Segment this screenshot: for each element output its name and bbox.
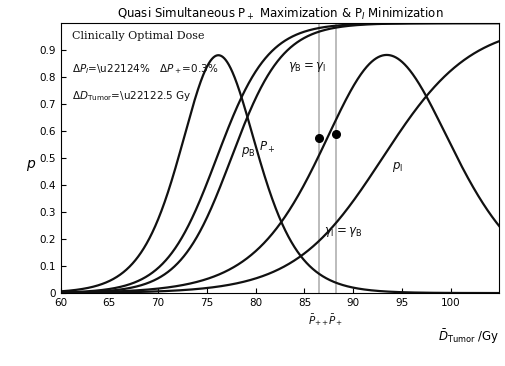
Text: $P_+$: $P_+$ <box>259 140 276 156</box>
Text: $\bar{P}_+$: $\bar{P}_+$ <box>328 313 343 328</box>
Text: $\Delta D_\mathrm{Tumor}$=\u22122.5 Gy: $\Delta D_\mathrm{Tumor}$=\u22122.5 Gy <box>72 89 191 103</box>
X-axis label: $\bar{D}_\mathrm{Tumor}$ /Gy: $\bar{D}_\mathrm{Tumor}$ /Gy <box>438 327 499 346</box>
Text: $\Delta P_I$=\u22124%   $\Delta P_+$=0.3%: $\Delta P_I$=\u22124% $\Delta P_+$=0.3% <box>72 62 218 76</box>
Text: $\bar{P}_{++}$: $\bar{P}_{++}$ <box>309 313 330 328</box>
Text: $p_\mathrm{I}$: $p_\mathrm{I}$ <box>392 160 403 174</box>
Title: Quasi Simultaneous P$_+$ Maximization & P$_I$ Minimization: Quasi Simultaneous P$_+$ Maximization & … <box>117 5 443 22</box>
Y-axis label: $p$: $p$ <box>26 158 36 173</box>
Text: Clinically Optimal Dose: Clinically Optimal Dose <box>72 31 204 41</box>
Text: $p_\mathrm{B}$: $p_\mathrm{B}$ <box>240 145 255 159</box>
Text: $\gamma_\mathrm{I}{=}\gamma_\mathrm{B}$: $\gamma_\mathrm{I}{=}\gamma_\mathrm{B}$ <box>324 225 362 239</box>
Text: $\gamma_\mathrm{B}{=}\gamma_\mathrm{I}$: $\gamma_\mathrm{B}{=}\gamma_\mathrm{I}$ <box>288 60 326 74</box>
